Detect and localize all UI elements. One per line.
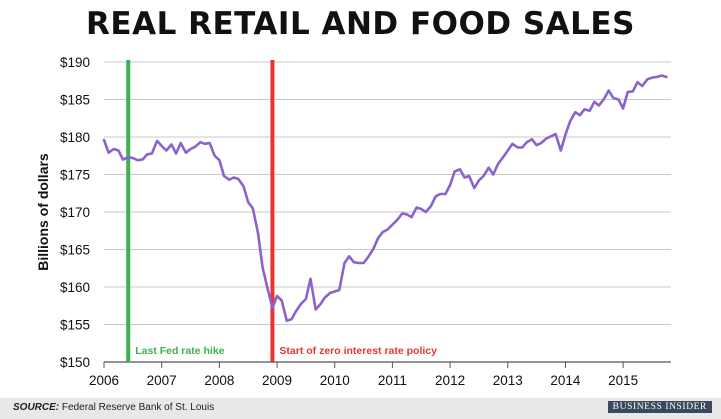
x-tick-label: 2012 bbox=[435, 373, 465, 388]
y-tick-label: $185 bbox=[60, 93, 90, 108]
annotation-label: Start of zero interest rate policy bbox=[279, 345, 437, 357]
y-axis-label: Billions of dollars bbox=[35, 153, 51, 271]
x-tick-label: 2008 bbox=[204, 373, 234, 388]
y-tick-label: $170 bbox=[60, 205, 90, 220]
x-tick-label: 2009 bbox=[262, 373, 292, 388]
x-tick-label: 2014 bbox=[550, 373, 581, 388]
source-note: SOURCE: Federal Reserve Bank of St. Loui… bbox=[13, 402, 214, 413]
source-text: Federal Reserve Bank of St. Louis bbox=[61, 402, 215, 413]
brand-logo: BUSINESS INSIDER bbox=[607, 401, 712, 413]
y-tick-label: $160 bbox=[60, 280, 90, 295]
x-tick-label: 2006 bbox=[89, 373, 119, 388]
series-line bbox=[102, 74, 668, 323]
y-axis: $150 $155 $160 $165 $170 $175 $180 $185 $190 bbox=[60, 55, 90, 370]
series-layer bbox=[102, 74, 668, 323]
line-chart: $150 $155 $160 $165 $170 $175 $180 $185 $190 200… bbox=[35, 55, 671, 388]
y-tick-label: $165 bbox=[60, 243, 90, 258]
x-tick-label: 2013 bbox=[493, 373, 523, 388]
x-tick-label: 2011 bbox=[378, 373, 407, 388]
y-tick-label: $150 bbox=[60, 355, 90, 370]
annotations: Last Fed rate hike Start of zero interest… bbox=[126, 60, 437, 362]
footer: SOURCE: Federal Reserve Bank of St. Loui… bbox=[0, 398, 721, 419]
x-axis: 2006 2007 2008 2009 2010 2011 2012 2013 2014 2015 bbox=[89, 361, 671, 388]
annotation-label: Last Fed rate hike bbox=[135, 345, 224, 357]
y-tick-label: $180 bbox=[60, 130, 90, 145]
source-label: SOURCE: bbox=[13, 402, 60, 413]
x-tick-label: 2015 bbox=[608, 373, 638, 388]
x-tick-label: 2010 bbox=[320, 373, 350, 388]
x-tick-label: 2007 bbox=[147, 373, 177, 388]
y-tick-label: $175 bbox=[60, 168, 90, 183]
chart-title: REAL RETAIL AND FOOD SALES bbox=[86, 6, 635, 42]
y-tick-label: $190 bbox=[60, 55, 90, 70]
y-tick-label: $155 bbox=[60, 318, 90, 333]
grid-lines bbox=[104, 61, 671, 363]
